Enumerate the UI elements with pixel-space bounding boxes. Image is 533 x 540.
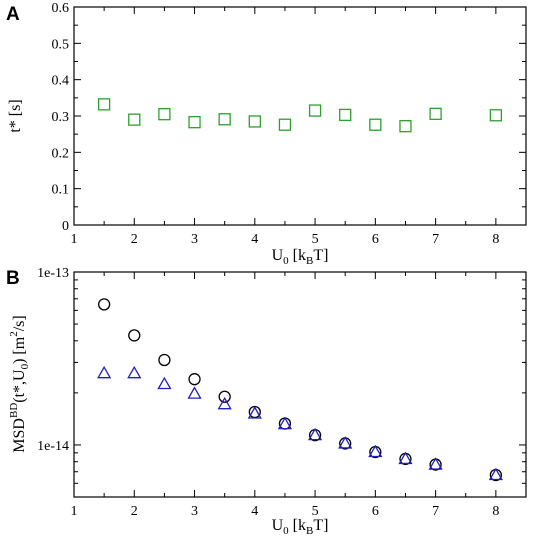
- x-tick-label: 7: [432, 504, 439, 519]
- square-marker: [339, 108, 352, 122]
- x-tick-label: 3: [191, 504, 198, 519]
- triangle-marker: [217, 396, 232, 410]
- x-tick-label: 5: [312, 504, 319, 519]
- x-tick-label: 8: [492, 504, 499, 519]
- square-marker: [158, 108, 171, 121]
- x-axis-label-a: U0 [kBT]: [272, 247, 329, 267]
- triangle-marker: [488, 467, 503, 481]
- panel-b: B 1 2 3 4 5 6 7 8 1e-13 1e-14 U0 [kBT] MSDBD(t*,U…: [6, 266, 527, 537]
- triangle-marker: [338, 436, 353, 449]
- square-marker: [218, 113, 231, 126]
- y-tick-label: 0: [62, 219, 69, 234]
- x-axis-label-b: U0 [kBT]: [272, 517, 329, 537]
- square-marker: [369, 118, 382, 131]
- panel-letter-a: A: [6, 4, 20, 25]
- x-tick-label: 2: [131, 504, 138, 519]
- x-tick-label: 2: [131, 232, 138, 247]
- series-b: [97, 298, 503, 482]
- y-tick-label: 0.6: [52, 1, 70, 16]
- y-tick-label: 1e-13: [37, 266, 69, 281]
- triangle-marker: [187, 386, 202, 399]
- triangle-marker: [307, 427, 323, 441]
- panel-a: A 1 2 3 4 5 6 7 8 0 0.1 0.2 0.3 0.4 0.5 0.6 U0 [kBT] t…: [6, 1, 527, 267]
- square-marker: [128, 113, 141, 126]
- triangle-marker: [127, 365, 142, 379]
- square-marker: [278, 118, 292, 131]
- axes-b: 1 2 3 4 5 6 7 8 1e-13 1e-14: [37, 266, 526, 519]
- triangle-marker: [368, 444, 383, 458]
- y-axis-label-b: MSDBD(t*,U0) [m2/s]: [8, 315, 31, 452]
- y-axis-label-a: t* [s]: [7, 99, 24, 132]
- circle-marker: [97, 298, 111, 311]
- square-marker: [399, 120, 412, 133]
- x-tick-label: 4: [251, 232, 258, 247]
- panel-letter-b: B: [6, 268, 20, 289]
- square-marker: [308, 104, 322, 117]
- x-tick-label: 7: [432, 232, 439, 247]
- plot-frame-b: [73, 271, 527, 498]
- x-tick-label: 4: [251, 504, 258, 519]
- square-marker: [248, 115, 261, 128]
- triangle-marker: [247, 406, 262, 419]
- y-tick-label: 0.1: [52, 183, 70, 198]
- x-tick-label: 1: [71, 232, 78, 247]
- x-tick-label: 3: [191, 232, 198, 247]
- y-tick-label: 0.5: [52, 37, 70, 52]
- square-marker: [429, 107, 442, 120]
- x-tick-label: 6: [372, 504, 379, 519]
- triangle-marker: [157, 376, 172, 390]
- triangle-marker: [97, 365, 112, 379]
- triangle-marker: [398, 451, 413, 465]
- series-a: [97, 98, 503, 133]
- x-tick-label: 1: [71, 504, 78, 519]
- triangle-marker: [428, 457, 443, 470]
- axes-a: 1 2 3 4 5 6 7 8 0 0.1 0.2 0.3 0.4 0.5 0.6: [52, 1, 526, 247]
- circle-marker: [218, 390, 231, 403]
- square-marker: [97, 98, 111, 111]
- circle-marker: [158, 353, 171, 367]
- circle-marker: [188, 373, 201, 386]
- y-tick-label: 0.3: [52, 110, 70, 125]
- x-tick-label: 6: [372, 232, 379, 247]
- y-tick-label: 0.4: [52, 74, 70, 89]
- y-tick-label: 0.2: [52, 146, 70, 161]
- x-tick-label: 8: [492, 232, 499, 247]
- square-marker: [188, 116, 201, 129]
- plot-frame-a: [73, 6, 527, 226]
- circle-marker: [128, 329, 141, 342]
- square-marker: [489, 109, 503, 122]
- triangle-marker: [277, 416, 293, 430]
- y-tick-label: 1e-14: [37, 439, 69, 454]
- x-tick-label: 5: [312, 232, 319, 247]
